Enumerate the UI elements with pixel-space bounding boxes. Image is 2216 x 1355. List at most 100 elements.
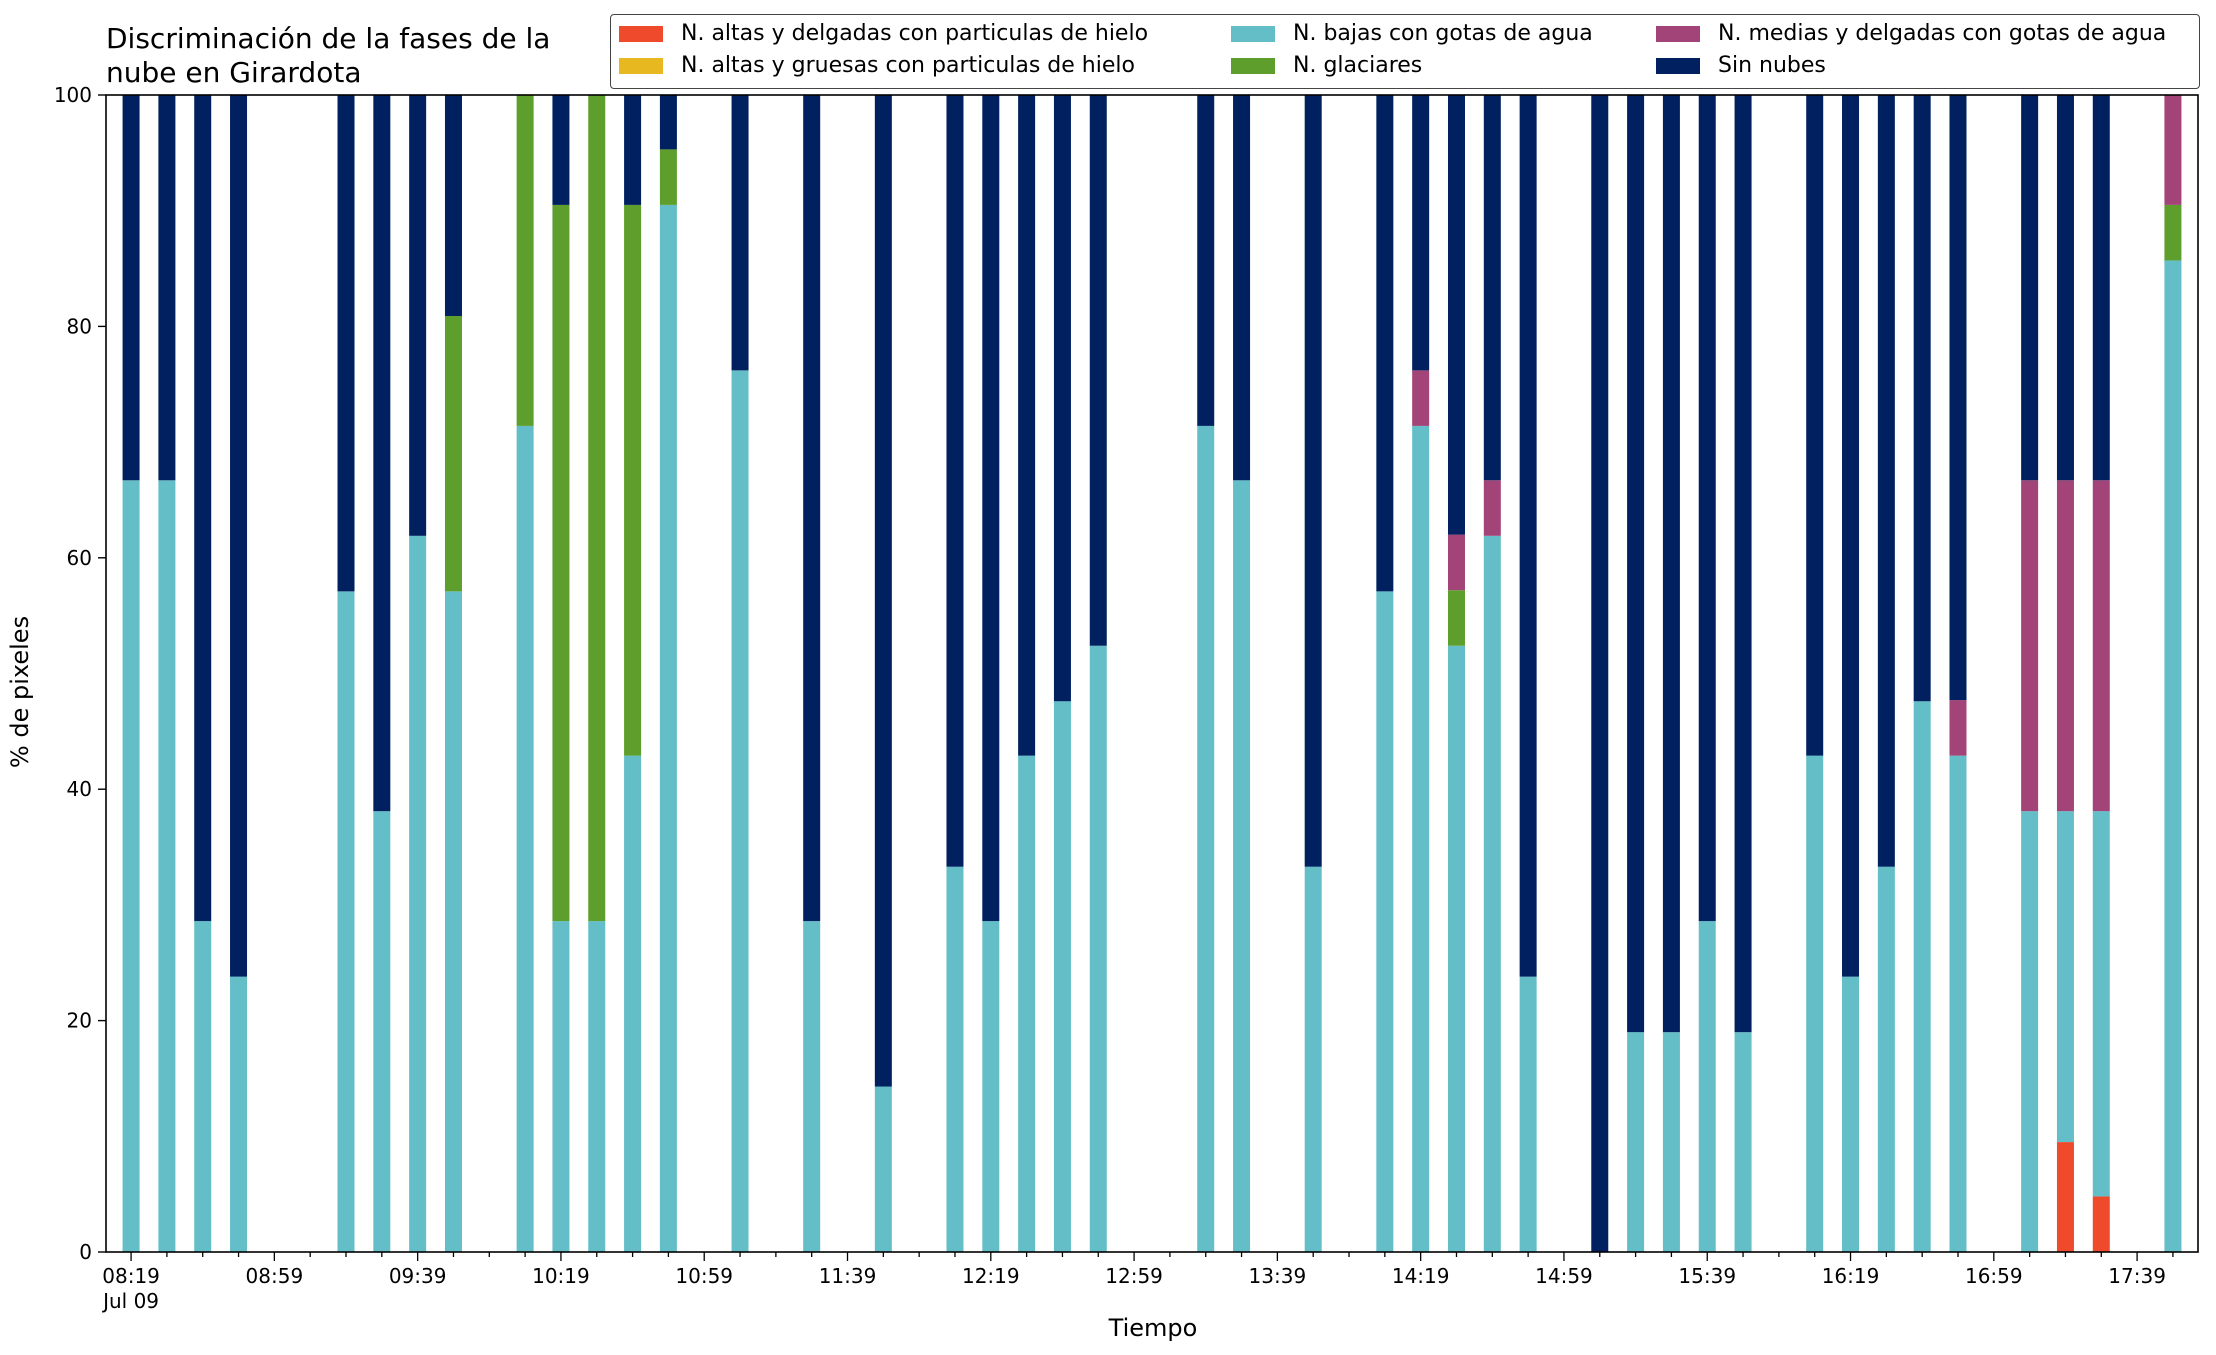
- legend-swatch: [1656, 25, 1700, 42]
- bars-layer: [122, 95, 2182, 1253]
- bar-segment: [946, 95, 964, 867]
- bar-segment: [1197, 95, 1215, 426]
- bar-segment: [1018, 95, 1036, 756]
- legend-label: Sin nubes: [1718, 53, 1826, 78]
- legend-label: N. altas y delgadas con particulas de hi…: [681, 21, 1149, 46]
- legend-swatch: [1231, 25, 1275, 42]
- x-axis-label: Tiempo: [1108, 1314, 1198, 1342]
- bar-segment: [1412, 95, 1430, 371]
- bar-segment: [1018, 755, 1036, 1252]
- x-tick-label: 12:59: [1105, 1264, 1163, 1288]
- bar-segment: [803, 921, 821, 1252]
- bar-segment: [1233, 95, 1251, 481]
- bar-segment: [2021, 480, 2039, 812]
- bar-segment: [659, 204, 677, 1252]
- chart-title-line-2: nube en Girardota: [106, 56, 362, 89]
- bar-segment: [1662, 1032, 1680, 1252]
- bar-segment: [1197, 425, 1215, 1253]
- bar-segment: [337, 95, 355, 592]
- bar-segment: [1089, 95, 1107, 646]
- legend-item: N. glaciares: [1231, 53, 1422, 78]
- bar-segment: [122, 95, 140, 481]
- legend-item: N. altas y gruesas con particulas de hie…: [619, 53, 1135, 78]
- bar-segment: [1913, 95, 1931, 702]
- bar-segment: [2056, 1142, 2074, 1252]
- legend-label: N. altas y gruesas con particulas de hie…: [681, 53, 1135, 78]
- bar-segment: [158, 95, 176, 481]
- x-date-label: Jul 09: [101, 1289, 159, 1313]
- bar-segment: [2164, 204, 2182, 261]
- bar-segment: [444, 95, 462, 316]
- bar-segment: [1483, 480, 1501, 536]
- bar-segment: [659, 95, 677, 150]
- bar-segment: [552, 204, 570, 922]
- y-tick-label: 100: [54, 83, 92, 107]
- bar-segment: [731, 95, 749, 371]
- bar-segment: [337, 591, 355, 1252]
- x-tick-label: 15:39: [1678, 1264, 1736, 1288]
- x-tick-label: 13:39: [1249, 1264, 1307, 1288]
- bar-segment: [982, 921, 1000, 1252]
- bar-segment: [158, 480, 176, 1252]
- y-tick-label: 0: [79, 1240, 92, 1264]
- y-tick-label: 80: [67, 314, 92, 338]
- x-tick-label: 10:59: [675, 1264, 733, 1288]
- bar-segment: [1949, 95, 1967, 701]
- bar-segment: [194, 921, 212, 1252]
- bar-segment: [2092, 1196, 2110, 1252]
- bar-segment: [731, 370, 749, 1253]
- bar-segment: [444, 591, 462, 1252]
- bar-segment: [1627, 95, 1645, 1033]
- bar-segment: [1304, 95, 1322, 867]
- bar-segment: [1412, 370, 1430, 426]
- x-tick-label: 11:39: [819, 1264, 877, 1288]
- bar-segment: [1053, 95, 1071, 702]
- legend-swatch: [619, 25, 663, 42]
- bar-segment: [194, 95, 212, 922]
- bar-segment: [659, 149, 677, 205]
- bar-segment: [2021, 811, 2039, 1252]
- bar-segment: [588, 95, 606, 922]
- bar-segment: [1089, 645, 1107, 1252]
- y-tick-label: 40: [67, 777, 92, 801]
- bar-segment: [516, 425, 534, 1253]
- x-tick-label: 08:19: [102, 1264, 160, 1288]
- bar-segment: [1519, 95, 1537, 977]
- bar-segment: [624, 95, 642, 205]
- legend-item: N. altas y delgadas con particulas de hi…: [619, 21, 1148, 46]
- bar-segment: [444, 315, 462, 592]
- bar-segment: [2056, 811, 2074, 1143]
- legend-label: N. bajas con gotas de agua: [1293, 21, 1593, 46]
- legend-swatch: [1231, 57, 1275, 74]
- bar-segment: [409, 535, 427, 1252]
- legend-item: N. medias y delgadas con gotas de agua: [1656, 21, 2166, 46]
- bar-segment: [373, 811, 391, 1252]
- bar-segment: [122, 480, 140, 1252]
- bar-segment: [552, 95, 570, 205]
- bar-segment: [1734, 95, 1752, 1033]
- bar-segment: [1304, 866, 1322, 1252]
- legend-item: N. bajas con gotas de agua: [1231, 21, 1593, 46]
- legend-swatch: [1656, 57, 1700, 74]
- bar-segment: [1842, 976, 1860, 1252]
- bar-segment: [2056, 95, 2074, 481]
- bar-segment: [1698, 921, 1716, 1252]
- x-tick-label: 17:39: [2108, 1264, 2166, 1288]
- bar-segment: [1949, 700, 1967, 756]
- bar-segment: [1447, 645, 1465, 1252]
- bar-segment: [409, 95, 427, 536]
- bar-segment: [1483, 535, 1501, 1252]
- y-tick-label: 20: [67, 1009, 92, 1033]
- bar-segment: [1053, 701, 1071, 1252]
- bar-segment: [624, 755, 642, 1252]
- chart-title-line-1: Discriminación de la fases de la: [106, 22, 551, 55]
- bar-segment: [624, 204, 642, 756]
- legend-swatch: [619, 57, 663, 74]
- x-tick-label: 12:19: [962, 1264, 1020, 1288]
- bar-segment: [874, 95, 892, 1087]
- bar-segment: [803, 95, 821, 922]
- bar-segment: [1698, 95, 1716, 922]
- bar-segment: [1376, 591, 1394, 1252]
- bar-segment: [230, 976, 248, 1252]
